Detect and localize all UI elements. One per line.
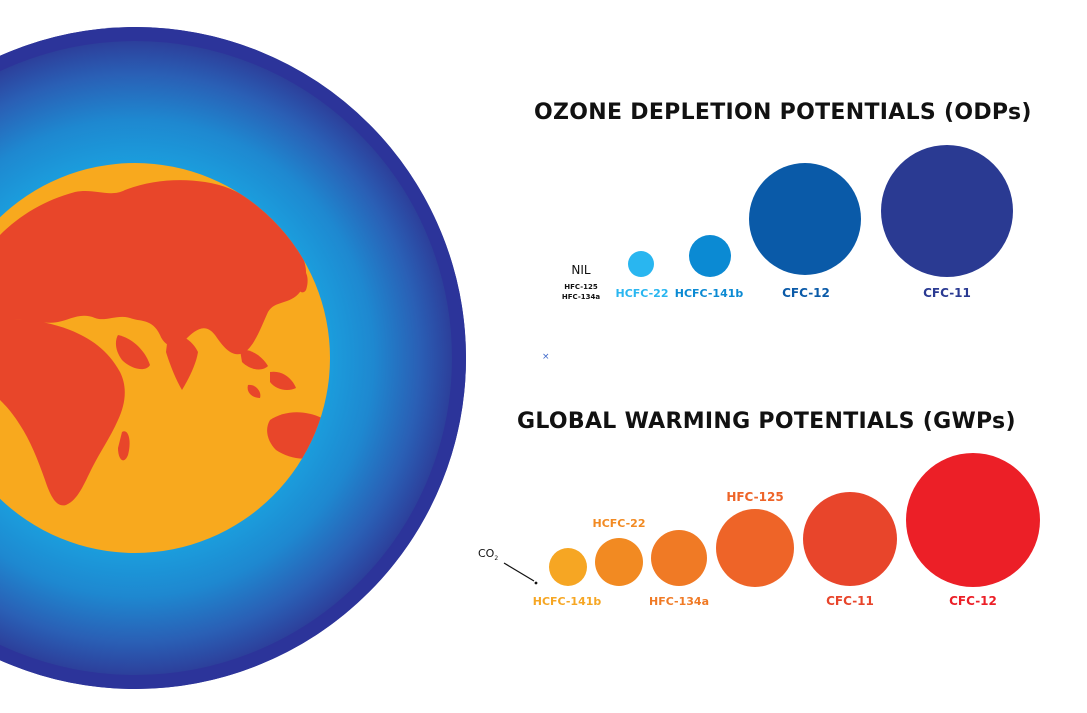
- gwp-label-cfc-11: CFC-11: [826, 594, 874, 608]
- co2-subscript: 2: [494, 555, 499, 563]
- gwp-bubble-hfc-125: [716, 509, 794, 587]
- co2-text: CO: [478, 547, 495, 560]
- gwp-label-hfc-134a: HFC-134a: [649, 595, 709, 608]
- gwp-bubble-cfc-12: [906, 453, 1040, 587]
- marker-icon: ×: [542, 352, 550, 362]
- odp-bubble-cfc-12: [749, 163, 861, 275]
- odp-label-cfc-11: CFC-11: [923, 286, 971, 300]
- gwp-label-hcfc-141b: HCFC-141b: [532, 595, 602, 608]
- odp-title: OZONE DEPLETION POTENTIALS (ODPs): [534, 100, 1032, 125]
- odp-label-cfc-12: CFC-12: [782, 286, 830, 300]
- odp-nil-gas: HFC-134a: [561, 293, 601, 301]
- gwp-bubble-hcfc-141b: [549, 548, 587, 586]
- odp-nil-label: NIL: [571, 263, 591, 277]
- gwp-bubble-cfc-11: [803, 492, 897, 586]
- land-masses: [0, 180, 329, 506]
- gwp-title: GLOBAL WARMING POTENTIALS (GWPs): [517, 409, 1016, 434]
- gwp-label-hfc-125: HFC-125: [726, 490, 784, 504]
- atmosphere-rim: [0, 27, 466, 689]
- odp-nil-gas: HFC-125: [564, 283, 598, 291]
- odp-bubble-hcfc-141b: [689, 235, 731, 277]
- odp-label-hcfc-141b: HCFC-141b: [674, 287, 744, 300]
- odp-bubble-cfc-11: [881, 145, 1013, 277]
- gwp-label-cfc-12: CFC-12: [949, 594, 997, 608]
- odp-bubble-hcfc-22: [628, 251, 654, 277]
- gwp-baseline-label: CO2: [478, 547, 498, 562]
- odp-label-hcfc-22: HCFC-22: [615, 287, 669, 300]
- gwp-bubble-hcfc-22: [595, 538, 643, 586]
- gwp-bubble-hfc-134a: [651, 530, 707, 586]
- gwp-label-hcfc-22: HCFC-22: [592, 517, 646, 530]
